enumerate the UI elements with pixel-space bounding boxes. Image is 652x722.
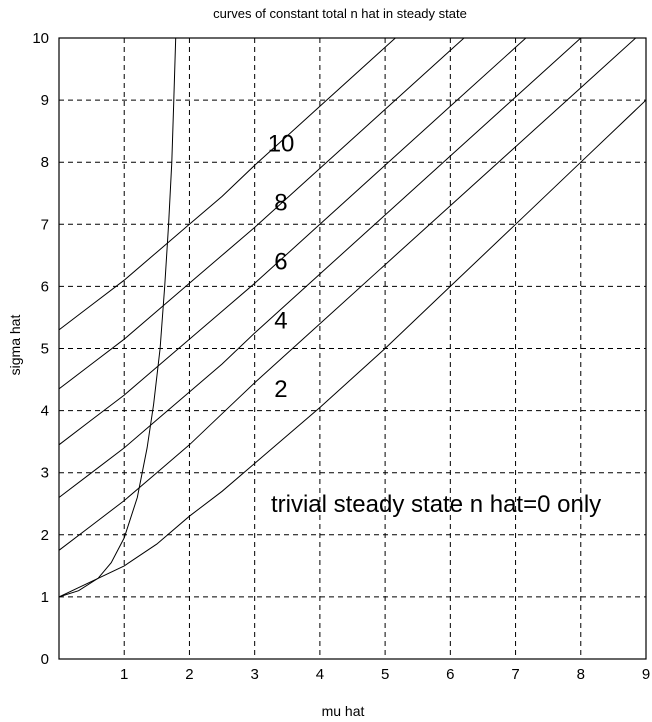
series-group — [59, 38, 646, 598]
x-tick-label: 9 — [642, 666, 650, 683]
x-tick-labels: 1 2 3 4 5 6 7 8 9 — [120, 666, 650, 683]
series-line-1 — [59, 99, 646, 598]
annotation-label: trivial steady state n hat=0 only — [271, 491, 601, 518]
y-axis-label: sigma hat — [7, 315, 23, 376]
y-tick-label: 1 — [41, 589, 49, 606]
x-tick-label: 5 — [381, 666, 389, 683]
series-line-7 — [59, 38, 177, 598]
x-axis-label: mu hat — [322, 703, 365, 719]
series-line-2 — [59, 38, 637, 551]
annotation-label: 8 — [274, 190, 287, 217]
y-tick-label: 7 — [41, 216, 49, 233]
x-tick-label: 4 — [316, 666, 324, 683]
x-tick-label: 8 — [577, 666, 585, 683]
y-tick-label: 6 — [41, 278, 49, 295]
grid — [59, 37, 647, 660]
annotations: 10 8 6 4 2 trivial steady state n hat=0 only — [268, 131, 601, 518]
annotation-label: 10 — [268, 131, 295, 158]
x-tick-label: 7 — [511, 666, 519, 683]
y-tick-label: 5 — [41, 341, 49, 358]
annotation-label: 6 — [274, 249, 287, 276]
y-tick-label: 9 — [41, 92, 49, 109]
x-tick-label: 3 — [250, 666, 258, 683]
y-tick-label: 4 — [41, 403, 49, 420]
series-line-4 — [59, 38, 527, 446]
annotation-label: 2 — [274, 376, 287, 403]
plot-frame — [58, 37, 647, 660]
x-tick-label: 1 — [120, 666, 128, 683]
y-tick-label: 0 — [41, 651, 49, 668]
series-line-3 — [59, 38, 582, 498]
y-tick-label: 3 — [41, 465, 49, 482]
y-tick-label: 8 — [41, 154, 49, 171]
series-line-6 — [59, 38, 397, 331]
y-tick-labels: 0 1 2 3 4 5 6 7 8 9 10 — [32, 30, 49, 668]
x-tick-label: 2 — [185, 666, 193, 683]
annotation-label: 4 — [274, 308, 287, 335]
x-tick-label: 6 — [446, 666, 454, 683]
y-tick-label: 10 — [32, 30, 49, 47]
series-line-5 — [59, 38, 465, 390]
chart-title: curves of constant total n hat in steady… — [213, 6, 467, 21]
y-tick-label: 2 — [41, 527, 49, 544]
